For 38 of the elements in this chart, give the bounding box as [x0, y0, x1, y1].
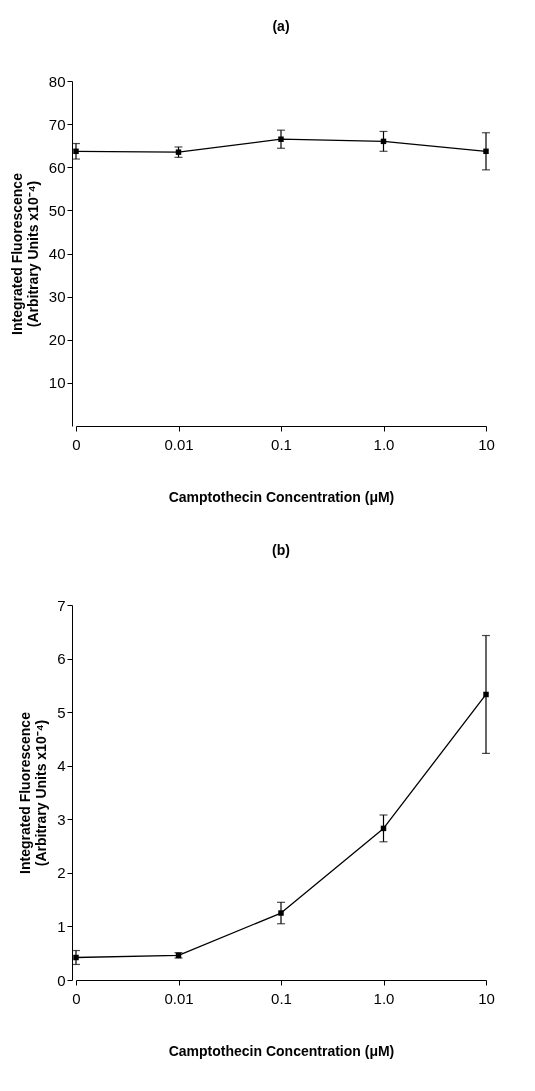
- point: [278, 136, 284, 142]
- y-axis-title: Integrated Fluorescence (Arbitrary Units x10⁻⁴): [8, 172, 41, 335]
- y-tick-label: 70: [48, 115, 66, 133]
- point: [278, 910, 284, 916]
- y-tick-label: 5: [57, 703, 66, 721]
- x-tick-label: 0: [72, 989, 81, 1007]
- y-tick-label: 3: [57, 810, 66, 828]
- point: [73, 954, 79, 961]
- chart-title: (a): [272, 18, 290, 34]
- y-tick-label: 20: [48, 331, 66, 349]
- y-tick-label: 0: [57, 971, 66, 989]
- point: [73, 148, 79, 155]
- y-axis-title: Integrated Fluorescence (Arbitrary Units x10⁻⁴): [17, 711, 50, 874]
- x-tick-label: 10: [478, 989, 495, 1007]
- y-tick-label: 7: [57, 596, 66, 614]
- x-tick-label: 0.01: [164, 435, 194, 453]
- x-tick-label: 0.1: [271, 435, 292, 453]
- y-tick-label: 60: [48, 158, 66, 176]
- x-tick-label: 1.0: [373, 989, 395, 1007]
- y-tick-label: 30: [48, 288, 66, 306]
- y-tick-label: 4: [57, 757, 66, 775]
- x-axis-title: Camptothecin Concentration (μM): [168, 1042, 395, 1059]
- point: [483, 148, 489, 155]
- chart-title: (b): [272, 542, 290, 558]
- x-tick-label: 1.0: [373, 435, 395, 453]
- y-tick-label: 10: [48, 374, 66, 392]
- y-tick-label: 1: [57, 917, 66, 935]
- y-tick-label: 40: [48, 245, 66, 262]
- x-tick-label: 0.1: [271, 989, 292, 1007]
- y-tick-label: 6: [57, 650, 66, 668]
- x-tick-label: 0.01: [164, 989, 194, 1007]
- y-tick-label: 2: [57, 864, 66, 882]
- y-tick-label: 80: [48, 72, 66, 90]
- point: [483, 691, 489, 698]
- x-tick-label: 0: [72, 435, 81, 453]
- x-axis-title: Camptothecin Concentration (μM): [168, 488, 395, 505]
- y-tick-label: 50: [48, 201, 66, 219]
- x-tick-label: 10: [478, 435, 495, 453]
